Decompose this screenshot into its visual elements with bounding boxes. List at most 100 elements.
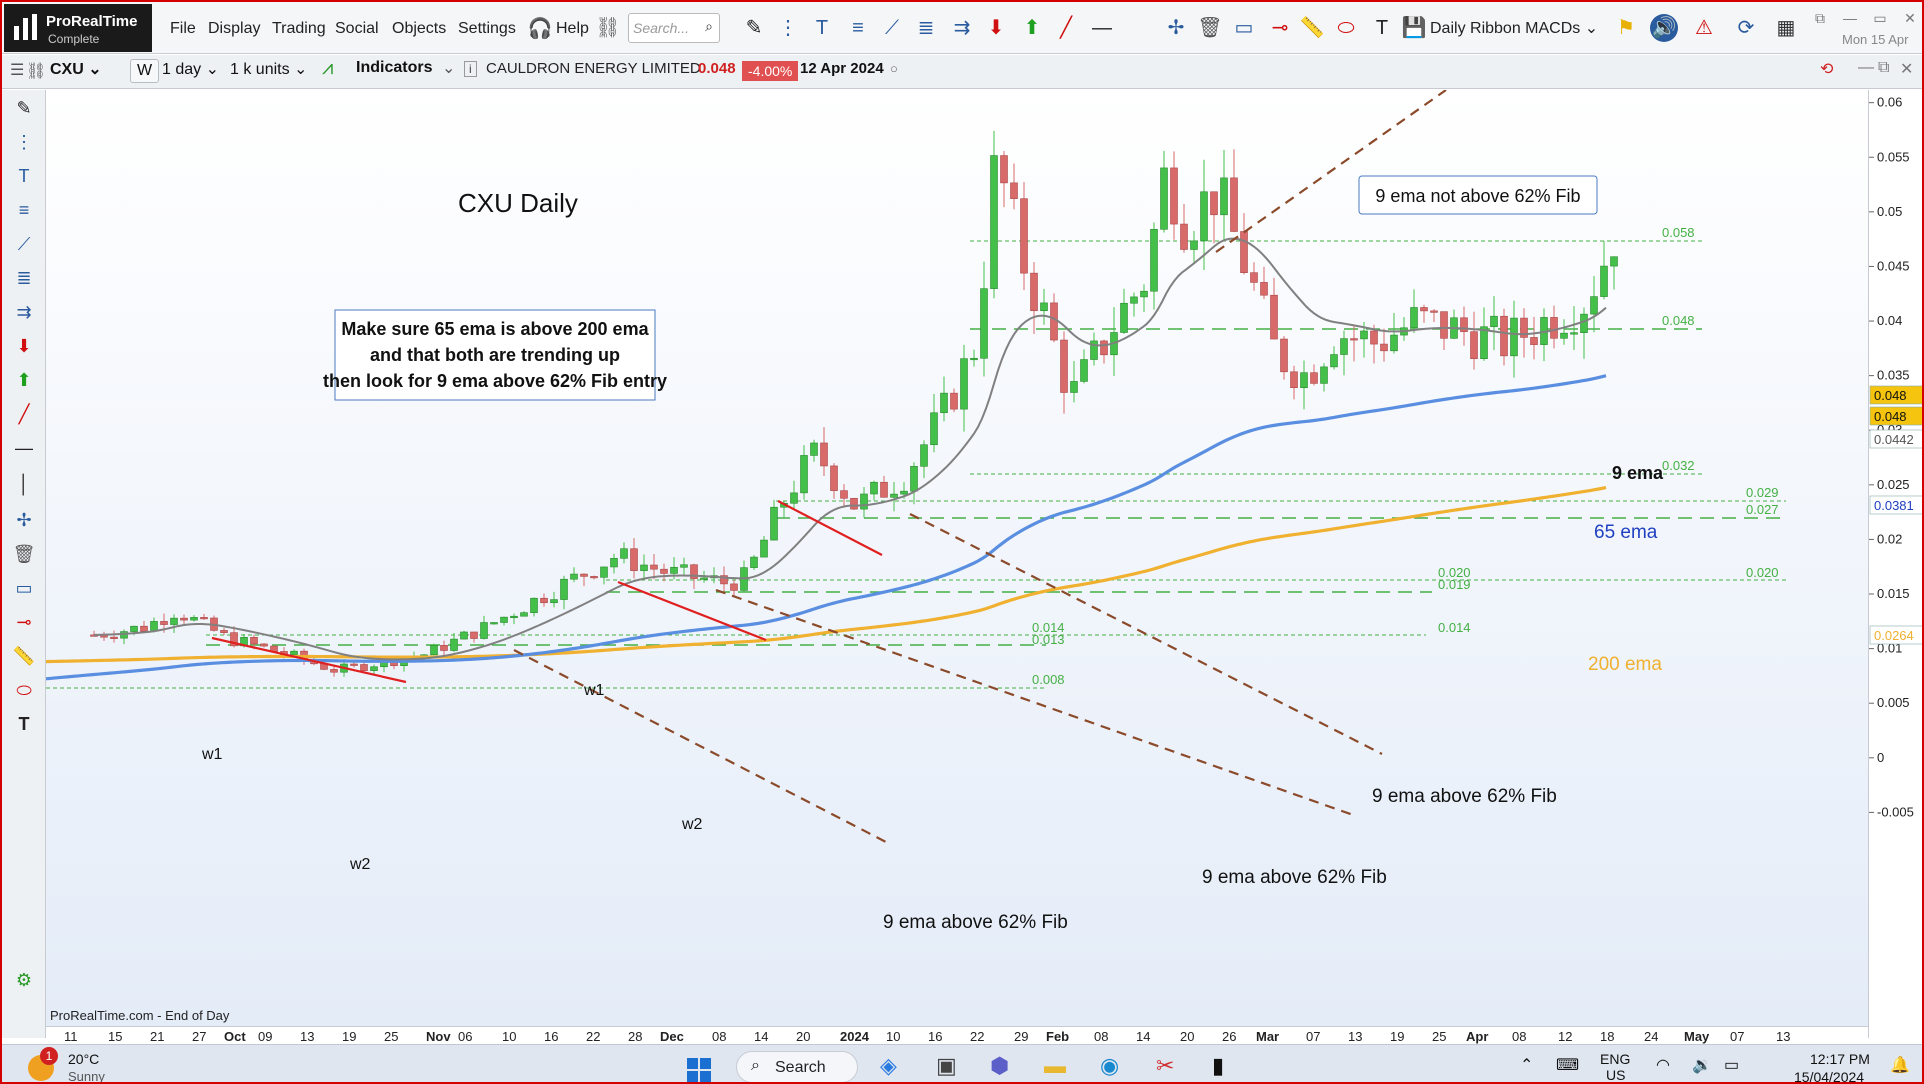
candle-body[interactable] — [1420, 307, 1428, 312]
candle-body[interactable] — [1140, 290, 1148, 298]
candle-body[interactable] — [1480, 326, 1488, 360]
text-tool-icon[interactable]: T — [815, 17, 829, 39]
fib-time-icon[interactable]: ≣ — [16, 268, 32, 288]
candle-body[interactable] — [1490, 315, 1498, 328]
candle-body[interactable] — [810, 442, 818, 456]
fib-fan-icon[interactable]: ⟋ — [885, 17, 899, 39]
fib-extension-icon[interactable]: ⇉ — [16, 302, 32, 322]
volume-icon[interactable]: 🔉 — [1692, 1057, 1712, 1074]
candle-body[interactable] — [930, 412, 938, 446]
trendline-icon[interactable]: ╱ — [18, 404, 30, 424]
candle-body[interactable] — [1350, 338, 1358, 341]
candle-body[interactable] — [440, 645, 448, 651]
clock-time[interactable]: 12:17 PM — [1810, 1051, 1870, 1067]
tray-chevron-icon[interactable]: ⌃ — [1520, 1057, 1534, 1074]
candle-body[interactable] — [1290, 371, 1298, 388]
candle-body[interactable] — [600, 566, 608, 578]
candle-body[interactable] — [1330, 354, 1338, 368]
teams-icon[interactable]: ⬢ — [990, 1053, 1010, 1078]
candle-body[interactable] — [1380, 343, 1388, 352]
projection-line[interactable] — [1215, 90, 1447, 253]
menu-settings[interactable]: Settings — [458, 20, 516, 37]
candle-body[interactable] — [1090, 340, 1098, 360]
candle-body[interactable] — [620, 548, 628, 559]
candle-body[interactable] — [260, 643, 268, 647]
ruler-icon[interactable]: 📏 — [12, 646, 36, 666]
candle-body[interactable] — [1200, 191, 1208, 242]
candle-body[interactable] — [910, 466, 918, 492]
candle-body[interactable] — [1580, 313, 1588, 333]
pencil-icon[interactable]: ✎ — [16, 98, 32, 118]
candle-body[interactable] — [1550, 317, 1558, 339]
candle-body[interactable] — [510, 615, 518, 619]
snipping-tool-icon[interactable]: ✂ — [1156, 1053, 1175, 1078]
candle-body[interactable] — [1260, 282, 1268, 296]
candle-body[interactable] — [1270, 294, 1278, 340]
down-arrow-icon[interactable]: ⬇ — [16, 336, 32, 356]
candle-body[interactable] — [730, 583, 738, 591]
trash-icon[interactable]: 🗑 — [12, 544, 36, 564]
candle-body[interactable] — [490, 622, 498, 625]
candle-body[interactable] — [1510, 317, 1518, 357]
fib-fan-icon[interactable]: ⟋ — [17, 234, 31, 254]
notifications-icon[interactable]: 🔔 — [1890, 1057, 1910, 1074]
candle-body[interactable] — [1220, 177, 1228, 216]
candle-body[interactable] — [660, 568, 668, 574]
candle-body[interactable] — [110, 636, 118, 639]
candle-body[interactable] — [950, 392, 958, 410]
candle-body[interactable] — [980, 288, 988, 359]
w-button[interactable]: W — [130, 59, 160, 83]
projection-line[interactable] — [909, 513, 1383, 755]
wave-trendline[interactable] — [211, 636, 407, 684]
chart-menu-icon[interactable]: ☰ — [10, 62, 25, 79]
candle-body[interactable] — [1390, 334, 1398, 352]
menu-objects[interactable]: Objects — [392, 20, 447, 37]
candle-body[interactable] — [1250, 272, 1258, 283]
candle-body[interactable] — [1310, 372, 1318, 384]
candle-body[interactable] — [330, 669, 338, 673]
candle-body[interactable] — [1360, 330, 1368, 340]
wave-trendline[interactable] — [777, 500, 883, 556]
candle-body[interactable] — [350, 663, 358, 666]
candle-body[interactable] — [1440, 311, 1448, 339]
candle-body[interactable] — [890, 493, 898, 498]
candle-body[interactable] — [1190, 240, 1198, 250]
prorealtime-icon[interactable]: ▮ — [1212, 1053, 1225, 1078]
price-chart[interactable]: 0.058 0.048 0.032 0.029 0.027 0.020 0.019 0.014… — [46, 90, 1868, 1026]
down-arrow-icon[interactable]: ⬇ — [987, 17, 1005, 39]
language-code[interactable]: ENG — [1600, 1051, 1631, 1067]
candle-body[interactable] — [680, 564, 688, 568]
text-tool-icon[interactable]: T — [18, 166, 30, 186]
maximize-icon[interactable]: ▭ — [1873, 10, 1887, 26]
candle-body[interactable] — [700, 577, 708, 580]
alert-icon[interactable]: ⚠ — [1695, 17, 1713, 39]
candle-body[interactable] — [520, 612, 528, 617]
annotation-box[interactable] — [1358, 175, 1598, 215]
calculator-icon[interactable]: ▦ — [1776, 17, 1796, 39]
menu-help[interactable]: Help — [556, 20, 589, 37]
ruler-icon[interactable]: 📏 — [1299, 17, 1325, 39]
candle-body[interactable] — [900, 490, 908, 495]
note-box[interactable] — [334, 309, 656, 401]
candle-body[interactable] — [1210, 191, 1218, 216]
candle-body[interactable] — [370, 666, 378, 671]
candle-body[interactable] — [1570, 332, 1578, 335]
candle-body[interactable] — [550, 599, 558, 604]
projection-line[interactable] — [715, 588, 1357, 818]
candle-body[interactable] — [1120, 302, 1128, 333]
menu-trading[interactable]: Trading — [272, 20, 326, 37]
candle-body[interactable] — [990, 155, 998, 289]
candle-body[interactable] — [1470, 331, 1478, 360]
candle-body[interactable] — [1070, 381, 1078, 393]
candle-body[interactable] — [1370, 330, 1378, 345]
candle-body[interactable] — [840, 490, 848, 499]
candle-body[interactable] — [230, 632, 238, 647]
candle-body[interactable] — [540, 597, 548, 604]
candle-body[interactable] — [920, 444, 928, 467]
candle-body[interactable] — [460, 631, 468, 640]
candle-body[interactable] — [1130, 296, 1138, 304]
candle-body[interactable] — [1590, 296, 1598, 315]
candle-body[interactable] — [770, 506, 778, 541]
sync-icon[interactable]: ⟲ — [1820, 61, 1834, 78]
candle-body[interactable] — [1320, 366, 1328, 384]
